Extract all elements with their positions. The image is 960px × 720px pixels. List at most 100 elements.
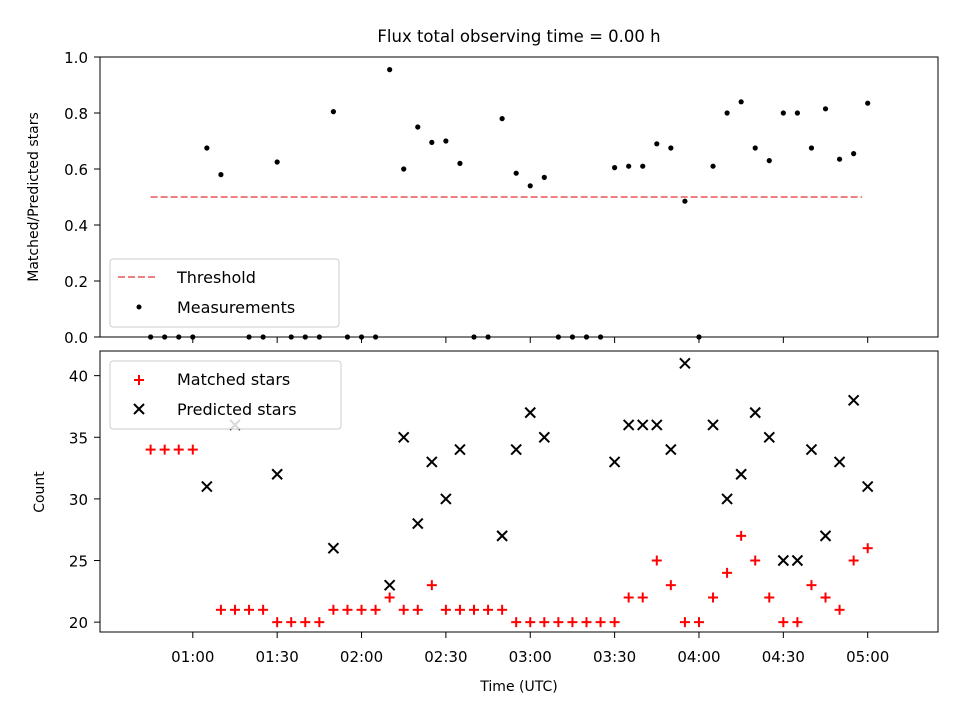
matched-star-point <box>229 604 240 615</box>
legend-measurements-label: Measurements <box>177 298 295 317</box>
predicted-star-point <box>637 419 649 431</box>
y-tick-label-bottom: 30 <box>69 491 88 509</box>
legend-top: Threshold Measurements <box>109 258 340 328</box>
predicted-star-point <box>763 431 775 443</box>
measurement-point <box>429 139 435 145</box>
matched-star-point <box>215 604 226 615</box>
y-ticks-top: 0.0 0.2 0.4 0.6 0.8 1.0 <box>64 49 100 347</box>
matched-star-point <box>553 617 564 628</box>
matched-star-point <box>567 617 578 628</box>
measurement-point <box>457 160 463 166</box>
predicted-star-point <box>749 406 761 419</box>
predicted-star-point <box>777 554 790 567</box>
x-tick-label: 04:00 <box>677 648 720 666</box>
legend-matched-label: Matched stars <box>177 370 290 389</box>
measurement-point <box>612 165 618 171</box>
matched-star-point <box>159 444 170 455</box>
predicted-star-point <box>201 480 213 493</box>
matched-star-point <box>750 555 761 566</box>
y-axis-label-top: Matched/Predicted stars <box>26 112 42 282</box>
legend-predicted-label: Predicted stars <box>177 400 297 419</box>
predicted-star-point <box>679 357 691 370</box>
predicted-star-point <box>665 443 677 456</box>
predicted-star-point <box>608 456 621 468</box>
legend-predicted-swatch <box>133 403 145 415</box>
x-tick-label: 02:00 <box>340 648 383 666</box>
measurement-point <box>851 151 857 157</box>
x-ticks-top <box>192 337 869 343</box>
matched-star-point <box>272 617 283 628</box>
matched-star-point <box>623 592 634 603</box>
measurement-point <box>654 141 660 147</box>
matched-star-point <box>862 543 873 554</box>
matched-star-point <box>187 444 198 455</box>
y-tick-label-bottom: 25 <box>69 553 88 571</box>
matched-star-point <box>595 617 606 628</box>
matched-star-point <box>384 592 395 603</box>
y-tick-label-bottom: 20 <box>69 614 88 632</box>
predicted-star-point <box>707 419 719 431</box>
measurement-point <box>794 110 800 116</box>
x-tick-label: 03:30 <box>593 648 636 666</box>
measurement-point <box>387 67 393 73</box>
measurement-point <box>499 116 505 122</box>
matched-star-point <box>412 604 423 615</box>
predicted-star-point <box>622 419 635 431</box>
matched-star-point <box>483 604 494 615</box>
x-tick-label: 01:30 <box>256 648 299 666</box>
y-ticks-bottom: 20 25 30 35 40 <box>69 368 100 632</box>
predicted-star-point <box>833 456 846 468</box>
predicted-star-point <box>510 443 522 456</box>
matched-star-point <box>511 617 522 628</box>
matched-star-point <box>328 604 339 615</box>
matched-star-point <box>426 580 437 591</box>
predicted-star-point <box>861 480 874 493</box>
predicted-star-point <box>440 493 452 505</box>
matched-star-point <box>778 617 789 628</box>
matched-star-point <box>679 617 690 628</box>
measurement-point <box>668 145 674 151</box>
measurement-point <box>401 166 407 172</box>
y-axis-label-bottom: Count <box>32 471 48 513</box>
matched-star-point <box>609 617 620 628</box>
predicted-star-point <box>819 530 832 542</box>
predicted-star-point <box>735 468 747 480</box>
measurement-point <box>682 198 688 204</box>
plot-frame-bottom <box>99 350 939 633</box>
measurement-point <box>865 100 871 106</box>
measurement-point <box>541 174 547 180</box>
measurement-point <box>836 156 843 162</box>
y-tick-label-top: 0.0 <box>64 329 88 347</box>
measurement-point <box>513 170 519 176</box>
matched-star-point <box>258 604 269 615</box>
predicted-star-point <box>538 431 551 443</box>
matched-star-point <box>806 580 817 591</box>
legend-bottom: Matched stars Predicted stars <box>109 360 342 430</box>
predicted-star-point <box>383 579 396 591</box>
chart-title: Flux total observing time = 0.00 h <box>377 27 660 46</box>
matched-star-point <box>342 604 353 615</box>
matched-star-point <box>398 604 409 615</box>
matched-star-point <box>314 617 325 628</box>
x-tick-label: 01:00 <box>171 648 214 666</box>
predicted-star-point <box>524 406 536 419</box>
predicted-star-point <box>327 542 340 554</box>
measurement-point <box>780 110 786 116</box>
x-tick-label: 02:30 <box>424 648 467 666</box>
legend-matched-swatch <box>134 375 144 385</box>
predicted-star-point <box>454 443 466 456</box>
predicted-star-point <box>397 431 410 443</box>
measurement-point <box>766 158 772 164</box>
matched-star-point <box>722 567 733 578</box>
measurement-point <box>710 163 716 169</box>
matched-star-point <box>581 617 592 628</box>
matched-star-point <box>539 617 550 628</box>
matched-star-point <box>792 617 803 628</box>
legend-threshold-label: Threshold <box>176 268 256 287</box>
legend-box-bottom <box>109 360 342 430</box>
measurement-point <box>738 99 744 105</box>
predicted-star-point <box>805 443 818 456</box>
measurement-point <box>626 163 632 169</box>
measurement-point <box>808 145 815 151</box>
matched-star-point <box>848 555 859 566</box>
